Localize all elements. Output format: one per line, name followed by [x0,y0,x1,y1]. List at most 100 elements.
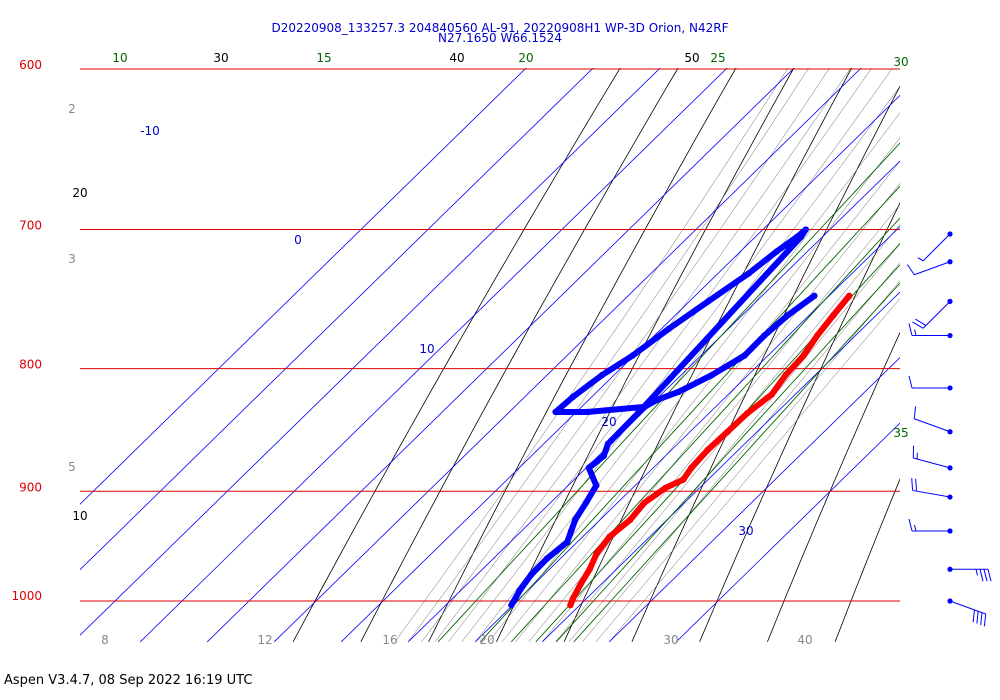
temperature-point [680,476,687,483]
moist-adiabat-label: 30 [663,633,678,647]
dewpoint-point [741,352,748,359]
isotherm [273,68,862,643]
wind-barb-staff [922,301,951,329]
mixing-ratio-label: 30 [893,55,908,69]
dry-adiabat [496,68,795,642]
wind-barb-full [983,569,988,582]
dewpoint-point [552,408,559,416]
dry-adiabat [767,331,900,642]
wind-barb-full [983,613,987,627]
dry-adiabat [834,478,900,642]
dewpoint-point [708,371,716,379]
dewpoint-point [773,248,780,255]
mixing-ratio-label: 20 [518,51,533,65]
moist-adiabat [407,68,810,642]
isotherm [608,356,900,643]
temperature-point [641,499,648,506]
isobar-label: 800 [19,358,42,372]
dewpoint-point [761,332,768,339]
dry-adiabats [292,68,900,642]
moist-adiabat [582,262,900,642]
dry-adiabat [699,202,900,642]
isotherm [474,225,900,643]
wind-barb-full [976,611,979,624]
dewpoint-point [802,226,809,233]
wind-barbs [906,231,992,627]
mixing-ratio-small-label: 3 [68,252,76,266]
temperature-point [576,582,584,589]
dewpoint-point [655,396,662,403]
isotherm [541,291,900,643]
dewpoint-point [567,527,575,535]
dewpoint-point [543,555,551,562]
isotherm [675,422,900,643]
isotherm-label: 20 [601,415,616,429]
isotherm [407,160,900,643]
isotherm [80,68,527,505]
temperature-point [744,410,751,417]
temperature-point [567,601,574,609]
moist-adiabat [568,243,900,642]
isotherm-label: -10 [140,124,160,138]
wind-barb-staff [914,418,951,433]
mixing-ratio-small-label: 5 [68,460,76,474]
dewpoint-point [528,571,535,578]
dewpoint-point [569,393,577,401]
dewpoint-point [572,516,579,524]
wind-barb [912,445,953,471]
dry-adiabat [360,68,679,642]
dewpoint-point [585,464,593,472]
wind-barb-half [917,257,924,262]
wind-barb [917,231,953,262]
temperature-point [814,332,821,339]
wind-barb-half [914,329,917,336]
wind-barb-staff [949,600,986,615]
wind-barb-staff [914,261,951,276]
isotherm [139,68,728,643]
wind-barb-full [906,264,915,276]
dry-adiabat [563,68,853,642]
mixing-ratio-line [535,242,900,643]
dewpoint-point [604,440,612,448]
wind-barb-full [912,321,924,329]
isobars [80,68,900,602]
moist-adiabat [609,298,900,642]
mixing-ratio-label: 35 [893,426,908,440]
mixing-ratio-label: 25 [710,51,725,65]
temperature-point [688,464,695,472]
wind-barb-full [915,318,927,326]
dewpoint-point [665,325,672,333]
isobar-label: 1000 [11,589,42,603]
wind-barb-staff [922,233,951,262]
mixing-ratio-lines [437,142,900,643]
wind-barb [911,478,953,500]
wind-barb-full [915,478,918,492]
dewpoint-point [516,587,523,594]
dry-adiabat-label: 40 [449,51,464,65]
dewpoint-point [634,410,642,417]
wind-barb-full [908,518,913,532]
wind-barb [908,323,953,339]
dewpoint-point [745,270,753,277]
isotherm [80,68,594,571]
dry-adiabat [631,85,900,642]
wind-barb-half [914,524,917,532]
isobar-label: 700 [19,219,42,233]
mixing-ratio-line [555,264,900,643]
wind-barb [908,375,953,391]
dewpoint-point [582,499,590,506]
dewpoint-point [675,388,682,395]
wind-barb [913,406,953,435]
dewpoint-point [704,298,712,305]
moist-adiabat-label: 16 [382,633,397,647]
dewpoint-series [508,226,818,609]
dewpoint-point [583,408,591,416]
chart-title: D20220908_133257.3 204840560 AL-91, 2022… [271,21,729,35]
moist-adiabat [461,68,894,642]
isobar-label: 900 [19,480,42,494]
moist-adiabat [501,137,900,642]
temperature-point [800,352,807,359]
wind-barb-full [980,612,983,625]
dewpoint-point [784,311,792,319]
mixing-ratio-label: 10 [112,51,127,65]
